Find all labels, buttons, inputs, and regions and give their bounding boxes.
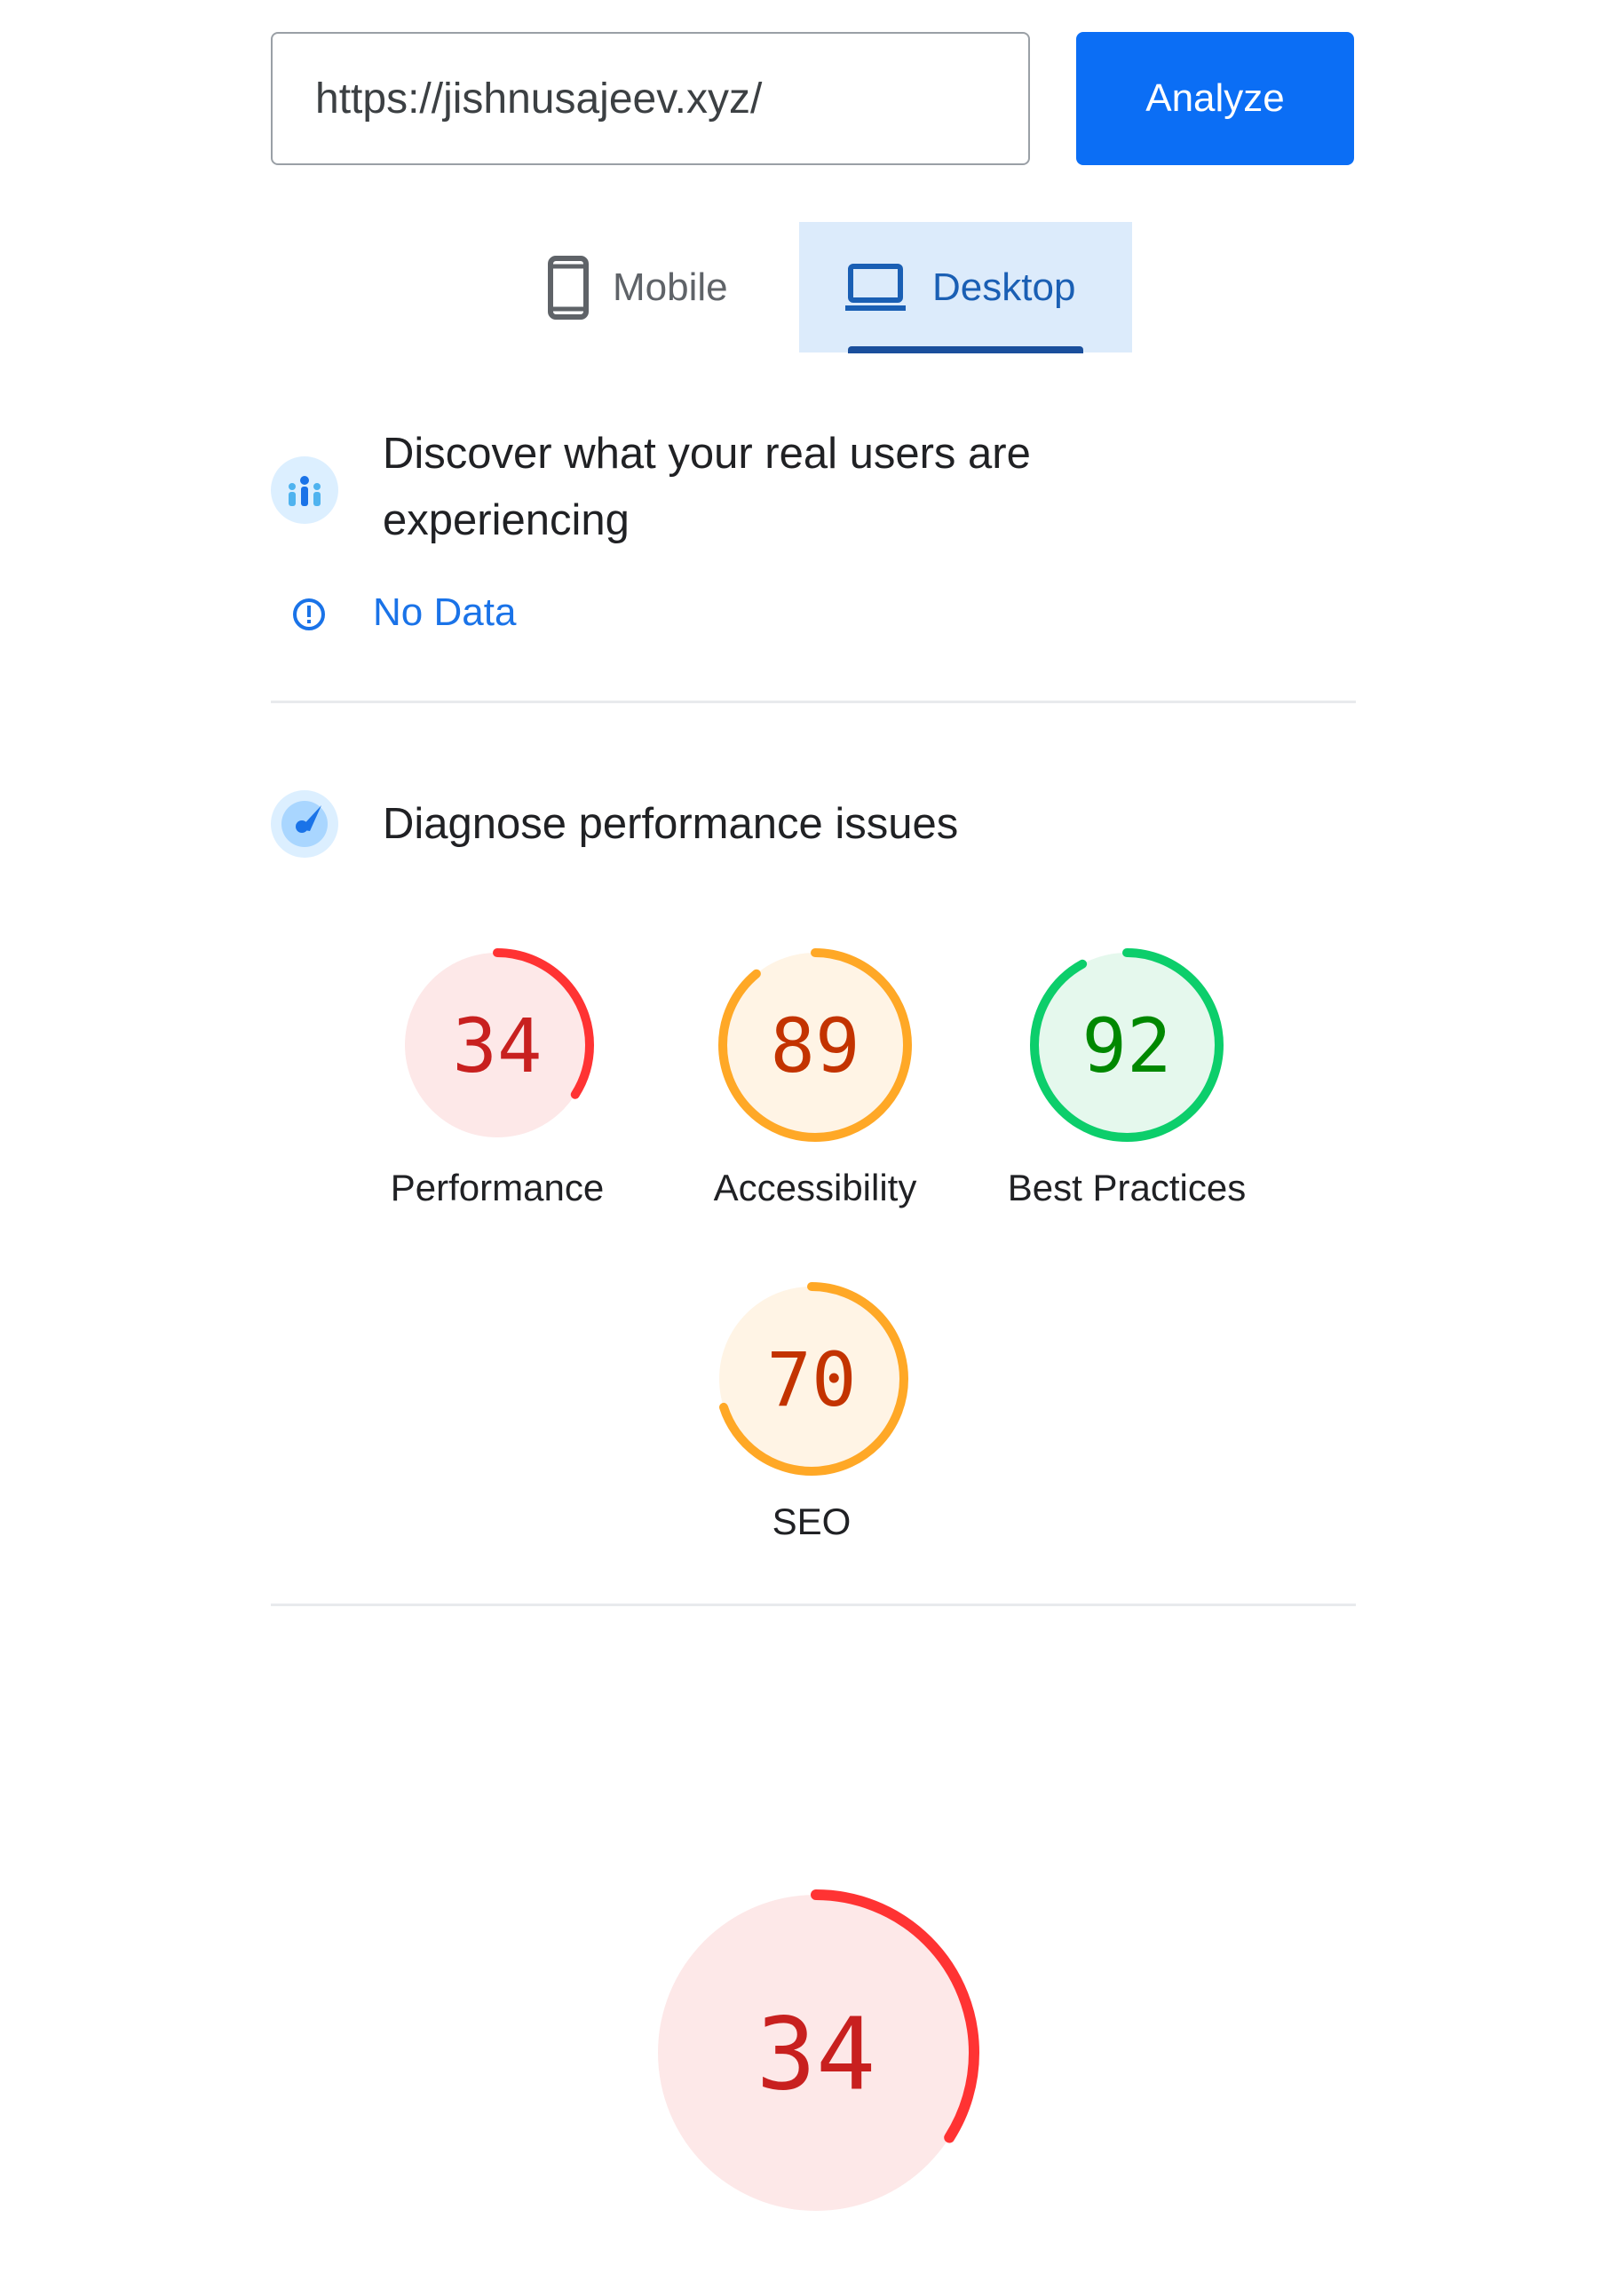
divider [271,1604,1356,1606]
score-label: Best Practices [1007,1167,1247,1208]
score-label: SEO [772,1501,852,1542]
gauge-arc [715,1282,908,1476]
score-performance[interactable]: 34 Performance [364,946,630,1209]
url-input[interactable] [271,32,1030,165]
radar-icon [271,790,338,858]
no-data-link[interactable]: No Data [373,590,517,634]
gauge-score: 70 [766,1336,856,1423]
score-gauge: 34 [400,948,594,1142]
active-tab-indicator [848,346,1083,353]
field-data-title: Discover what your real users are experi… [383,430,1031,544]
gauge-score: 34 [452,1002,542,1089]
gauge-arc [1030,948,1224,1142]
tab-desktop-label: Desktop [932,265,1076,309]
gauge-score: 89 [770,1002,860,1089]
users-icon [271,456,338,524]
featured-performance-gauge: 34 [647,1888,985,2218]
gauge-background [658,1895,974,2211]
smartphone-icon [548,255,589,320]
score-gauge: 92 [1030,948,1224,1142]
gauge-arc [653,1889,979,2216]
score-accessibility[interactable]: 89 Accessibility [682,946,948,1209]
score-seo[interactable]: 70 SEO [678,1280,945,1543]
info-icon [293,598,325,630]
analyze-button[interactable]: Analyze [1076,32,1354,165]
gauge-score: 34 [757,1997,876,2112]
score-best-practices[interactable]: 92 Best Practices [994,946,1260,1209]
score-label: Accessibility [713,1167,917,1208]
laptop-icon [845,263,906,311]
score-gauge: 34 [653,1889,979,2216]
gauge-background [719,1287,904,1471]
score-gauge: 89 [718,948,912,1142]
gauge-arc [400,948,594,1142]
lab-data-title: Diagnose performance issues [383,800,959,848]
score-label: Performance [390,1167,605,1208]
gauge-background [405,953,590,1137]
tab-mobile-label: Mobile [613,265,728,309]
score-gauge: 70 [715,1282,908,1476]
gauge-background [723,953,907,1137]
gauge-arc [718,948,912,1142]
gauge-background [1034,953,1219,1137]
tab-mobile[interactable]: Mobile [533,222,799,352]
divider [271,701,1356,703]
tab-desktop[interactable]: Desktop [799,222,1132,352]
gauge-score: 92 [1081,1002,1171,1089]
